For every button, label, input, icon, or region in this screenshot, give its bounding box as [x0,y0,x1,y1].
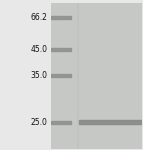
Bar [51,121,71,124]
Bar [51,16,71,19]
Bar [51,74,71,77]
Text: 45.0: 45.0 [30,45,47,54]
Text: 66.2: 66.2 [30,13,47,22]
Text: 35.0: 35.0 [30,71,47,80]
Text: 25.0: 25.0 [30,118,47,127]
Bar [79,120,142,124]
Bar [51,48,71,51]
